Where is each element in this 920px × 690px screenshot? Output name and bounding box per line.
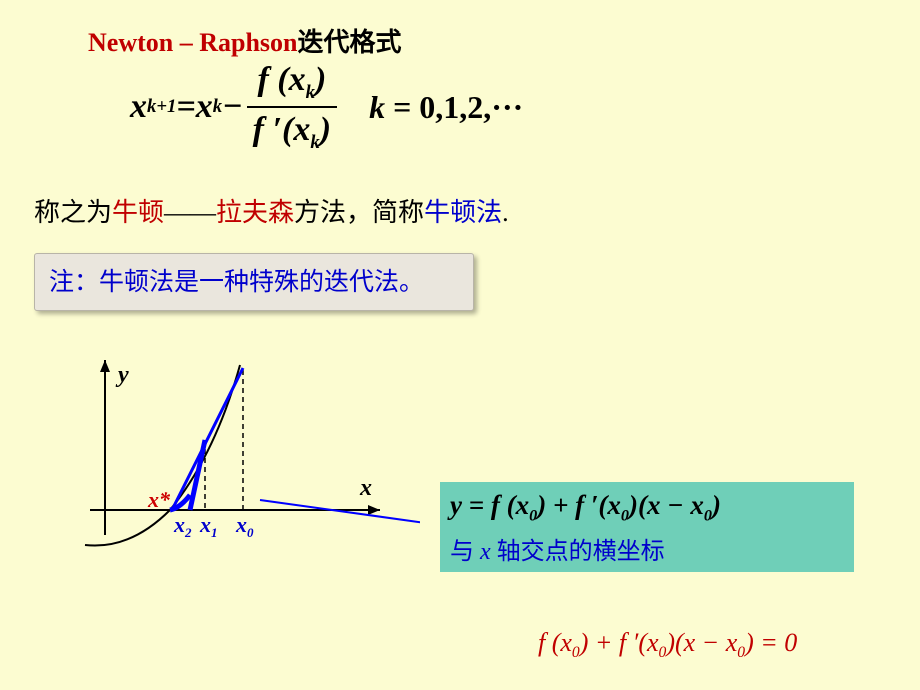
- graph-svg: y x x* x2 x1 x0: [40, 350, 420, 580]
- tangent-box: y = f (x0) + f ′(x0)(x − x0) 与 x 轴交点的横坐标: [440, 482, 854, 572]
- fraction-bar: [247, 106, 337, 108]
- note-text: 注：牛顿法是一种特殊的迭代法。: [49, 269, 424, 296]
- k-range: k = 0,1,2,···: [369, 89, 523, 126]
- description-line: 称之为牛顿——拉夫森方法，简称牛顿法.: [34, 192, 509, 229]
- x0-label: x0: [235, 512, 254, 540]
- x-star-label: x*: [147, 487, 171, 512]
- rhs-sub: k: [213, 96, 222, 118]
- bottom-equation: f (x0) + f ′(x0)(x − x0) = 0: [538, 628, 797, 662]
- x1-label: x1: [199, 512, 218, 540]
- title-black: 迭代格式: [298, 28, 402, 57]
- tangent-desc: 与 x 轴交点的横坐标: [450, 531, 844, 566]
- eq-sign: =: [176, 88, 195, 126]
- minus-sign: −: [222, 88, 243, 126]
- lhs-base: x: [130, 88, 147, 126]
- numerator: f (xk): [251, 60, 332, 104]
- lhs-sub: k+1: [147, 96, 176, 118]
- tangent-equation: y = f (x0) + f ′(x0)(x − x0): [450, 490, 844, 525]
- note-box: 注：牛顿法是一种特殊的迭代法。: [34, 253, 474, 311]
- newton-graph: y x x* x2 x1 x0: [40, 350, 420, 580]
- title: Newton – Raphson迭代格式: [88, 22, 402, 59]
- fraction: f (xk) f ′(xk): [247, 60, 337, 154]
- rhs-base: x: [196, 88, 213, 126]
- x-axis-label: x: [359, 475, 372, 501]
- y-axis-label: y: [115, 362, 129, 388]
- title-red: Newton – Raphson: [88, 28, 298, 57]
- main-formula: xk+1 = xk − f (xk) f ′(xk) k = 0,1,2,···: [130, 60, 523, 154]
- denominator: f ′(xk): [247, 110, 337, 154]
- x2-label: x2: [173, 512, 192, 540]
